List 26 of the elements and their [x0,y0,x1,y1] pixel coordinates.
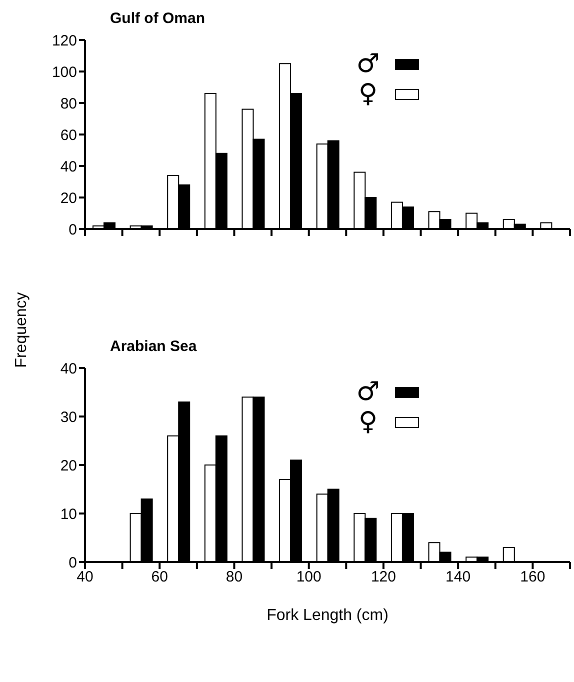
y-tick-label: 60 [60,126,77,144]
y-tick-label: 40 [60,158,77,176]
y-tick-label: 0 [68,554,77,572]
legend-label: ♂ [355,377,381,407]
x-tick-label: 120 [370,568,396,586]
x-tick-label: 100 [296,568,322,586]
y-tick-label: 80 [60,95,77,112]
y-tick-label: 0 [68,221,77,238]
legend-label: ♀ [357,79,379,109]
x-axis-title: Fork Length (cm) [266,607,388,624]
y-tick-label: 20 [60,190,77,207]
y-tick-label: 20 [60,457,77,474]
y-tick-label: 30 [60,408,77,426]
y-tick-label: 40 [60,360,77,378]
y-tick-label: 10 [60,506,77,523]
x-tick-label: 80 [226,568,243,586]
y-tick-label: 100 [52,64,77,81]
x-tick-label: 60 [151,568,168,586]
x-tick-label: 140 [446,568,471,586]
legend-label: ♂ [355,49,381,79]
legend-label: ♀ [357,407,379,437]
y-tick-label: 120 [52,32,77,50]
chart-title: Arabian Sea [110,338,197,355]
y-axis-title: Frequency [13,292,31,368]
x-tick-label: 160 [520,568,546,586]
chart-title: Gulf of Oman [110,10,205,27]
